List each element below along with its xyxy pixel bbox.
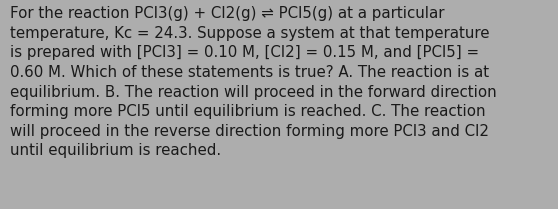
Text: For the reaction PCl3(g) + Cl2(g) ⇌ PCl5(g) at a particular
temperature, Kc = 24: For the reaction PCl3(g) + Cl2(g) ⇌ PCl5… [10, 6, 497, 158]
